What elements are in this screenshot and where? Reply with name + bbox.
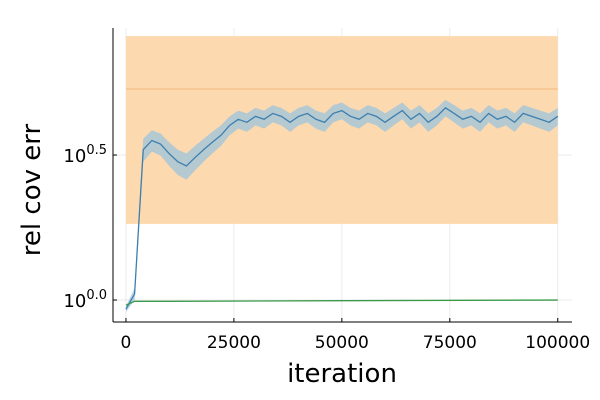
series-line	[125, 299, 558, 306]
x-tick-label: 50000	[315, 333, 369, 353]
x-axis-label: iteration	[287, 359, 397, 389]
y-tick-label: 100.0	[63, 288, 107, 312]
reference-band	[125, 36, 558, 224]
x-tick-label: 0	[121, 333, 132, 353]
series-line	[125, 107, 559, 310]
x-tick-label: 75000	[423, 333, 477, 353]
error-ribbon	[125, 99, 558, 312]
y-tick-label: 100.5	[63, 143, 107, 167]
x-tick-label: 100000	[525, 333, 590, 353]
y-axis-label: rel cov err	[17, 124, 47, 257]
x-tick-label: 25000	[207, 333, 261, 353]
